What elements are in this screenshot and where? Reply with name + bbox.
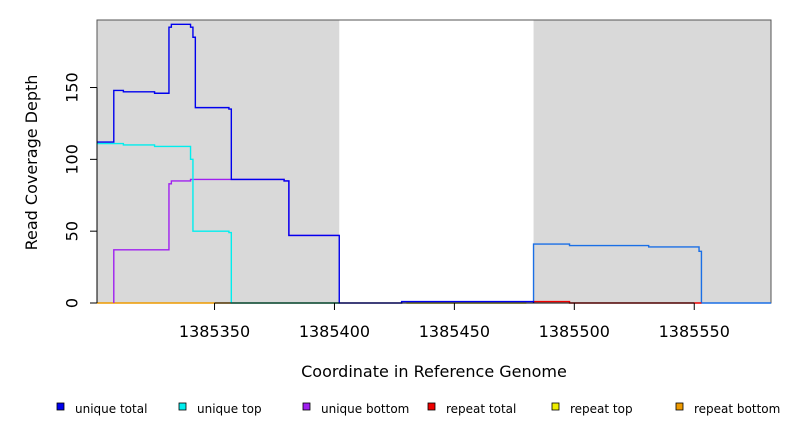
x-tick-label: 1385550	[659, 322, 730, 341]
series-line	[97, 142, 340, 304]
shaded-region	[533, 20, 771, 303]
legend-item: repeat bottom	[675, 402, 780, 416]
y-tick-label: 50	[63, 221, 82, 241]
series-line	[97, 23, 535, 304]
legend-swatch	[56, 402, 65, 411]
x-tick-label: 1385350	[179, 322, 250, 341]
series-line	[532, 243, 771, 304]
legend-item: repeat total	[427, 402, 516, 416]
legend-label: unique total	[75, 402, 147, 416]
legend-item: unique bottom	[302, 402, 409, 416]
y-axis: 0 50 100 150	[63, 72, 98, 308]
legend-item: unique top	[178, 402, 262, 416]
x-tick-label: 1385400	[299, 322, 370, 341]
legend-swatch	[675, 402, 684, 411]
y-tick-label: 0	[63, 298, 82, 308]
legend-label: repeat bottom	[694, 402, 780, 416]
legend-label: repeat total	[446, 402, 516, 416]
x-axis: 1385350 1385400 1385450 1385500 1385550	[179, 302, 730, 341]
legend-swatch	[551, 402, 560, 411]
x-tick-label: 1385450	[419, 322, 490, 341]
legend-swatch	[427, 402, 436, 411]
legend-label: repeat top	[570, 402, 633, 416]
y-tick-label: 100	[63, 144, 82, 175]
y-tick-label: 150	[63, 72, 82, 103]
legend: unique total unique top unique bottom repea…	[56, 402, 780, 416]
x-axis-label: Coordinate in Reference Genome	[301, 362, 567, 381]
legend-item: unique total	[56, 402, 147, 416]
x-tick-label: 1385500	[539, 322, 610, 341]
y-axis-label: Read Coverage Depth	[22, 75, 41, 251]
legend-item: repeat top	[551, 402, 633, 416]
shaded-region	[97, 20, 340, 303]
legend-label: unique top	[197, 402, 262, 416]
legend-label: unique bottom	[321, 402, 409, 416]
legend-swatch	[302, 402, 311, 411]
legend-swatch	[178, 402, 187, 411]
shaded-regions	[97, 20, 771, 303]
